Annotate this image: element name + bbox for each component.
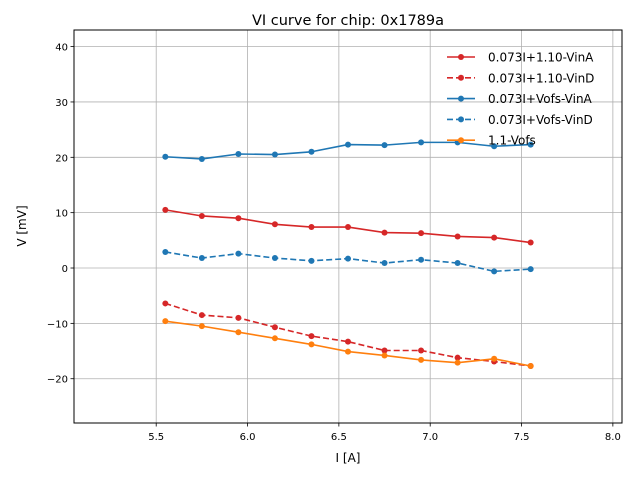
data-point — [527, 239, 534, 246]
data-point — [345, 141, 351, 148]
legend-label: 0.073I+Vofs-VinA — [488, 92, 593, 106]
data-point — [198, 155, 205, 162]
series-0-073i-vofs-vina — [162, 139, 534, 162]
data-point — [527, 362, 534, 369]
data-point — [308, 341, 315, 348]
legend-item: 0.073I+Vofs-VinD — [447, 113, 593, 127]
data-point — [381, 260, 388, 267]
data-point — [345, 338, 351, 345]
data-point — [454, 233, 461, 240]
data-point — [162, 318, 169, 325]
data-point — [491, 234, 498, 241]
series-layer — [162, 139, 534, 369]
series-0-073i-vofs-vind — [162, 248, 534, 275]
data-point — [198, 255, 205, 262]
legend-item: 0.073I+Vofs-VinA — [447, 92, 593, 106]
axes-frame — [73, 29, 623, 424]
legend-marker — [458, 95, 464, 102]
data-point — [198, 312, 205, 319]
data-point — [418, 256, 425, 263]
y-tick-label: 40 — [55, 43, 68, 54]
data-point — [162, 248, 169, 255]
data-point — [418, 139, 425, 146]
data-point — [162, 206, 169, 213]
data-point — [381, 142, 388, 149]
data-point — [381, 347, 388, 354]
legend-marker — [458, 74, 464, 81]
chart-title: VI curve for chip: 0x1789a — [252, 13, 444, 29]
data-point — [345, 255, 351, 262]
legend: 0.073I+1.10-VinA 0.073I+1.10-VinD 0.073I+V… — [447, 51, 594, 148]
data-point — [162, 153, 169, 160]
data-point — [235, 150, 242, 157]
data-point — [271, 151, 278, 158]
data-point — [418, 230, 425, 237]
x-tick-label: 6.5 — [331, 432, 347, 443]
data-point — [308, 148, 315, 155]
data-point — [454, 359, 461, 366]
y-tick-label: 0 — [62, 264, 68, 275]
data-point — [345, 224, 351, 231]
data-point — [345, 348, 351, 355]
legend-label: 0.073I+1.10-VinD — [488, 71, 594, 85]
data-point — [418, 356, 425, 363]
data-point — [271, 335, 278, 342]
legend-marker — [458, 137, 464, 144]
legend-marker — [458, 116, 464, 123]
series-0-073i-1-10-vina — [162, 206, 534, 246]
data-point — [491, 268, 498, 275]
legend-marker — [458, 54, 464, 60]
y-axis-label: V [mV] — [15, 205, 29, 246]
x-tick-label: 7.5 — [514, 432, 530, 443]
legend-label: 1.1-Vofs — [488, 134, 536, 148]
x-tick-label: 8.0 — [605, 432, 621, 443]
legend-item: 0.073I+1.10-VinD — [447, 71, 594, 85]
x-tick-label: 7.0 — [422, 432, 438, 443]
y-tick-label: 10 — [55, 209, 68, 220]
data-point — [198, 323, 205, 330]
data-point — [454, 354, 461, 361]
legend-item: 1.1-Vofs — [447, 134, 536, 148]
data-point — [418, 347, 425, 354]
x-tick-label: 5.5 — [148, 432, 164, 443]
series-line — [165, 302, 531, 367]
data-point — [308, 257, 315, 264]
data-point — [527, 266, 534, 273]
data-point — [235, 250, 242, 257]
x-axis-label: I [A] — [336, 451, 361, 465]
legend-label: 0.073I+Vofs-VinD — [488, 113, 593, 127]
data-point — [527, 141, 534, 148]
data-point — [454, 260, 461, 267]
ticks: 5.5 6.0 6.5 7.0 7.5 8.0 −20 −10 0 10 20 30 40 — [47, 43, 621, 443]
data-point — [198, 212, 205, 219]
y-tick-label: 30 — [55, 98, 68, 109]
data-point — [235, 215, 242, 222]
data-point — [162, 300, 169, 307]
legend-label: 0.073I+1.10-VinA — [488, 51, 594, 65]
data-point — [491, 355, 498, 362]
data-point — [381, 229, 388, 236]
data-point — [271, 324, 278, 331]
y-tick-label: −20 — [47, 375, 68, 386]
data-point — [235, 329, 242, 336]
data-point — [491, 143, 498, 150]
y-tick-label: 20 — [55, 153, 68, 164]
data-point — [271, 221, 278, 228]
data-point — [271, 255, 278, 262]
y-tick-label: −10 — [47, 319, 68, 330]
data-point — [308, 224, 315, 231]
series-1-1-vofs — [162, 318, 534, 369]
legend-item: 0.073I+1.10-VinA — [447, 51, 594, 65]
series-0-073i-1-10-vind — [162, 300, 534, 369]
data-point — [235, 314, 242, 321]
data-point — [381, 352, 388, 359]
data-point — [308, 333, 315, 340]
x-tick-label: 6.0 — [240, 432, 256, 443]
